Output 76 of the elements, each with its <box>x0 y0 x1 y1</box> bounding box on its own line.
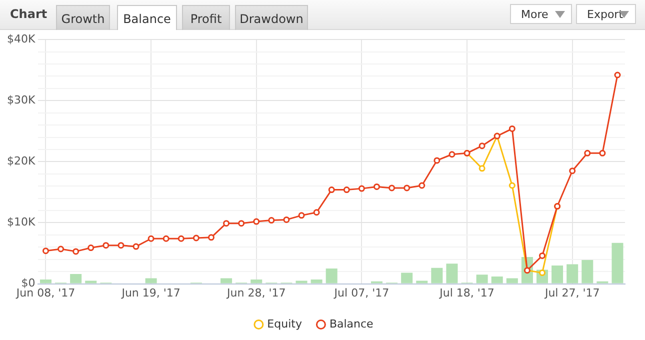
point <box>584 150 591 156</box>
point <box>42 248 49 254</box>
y-tick-label: $30K <box>6 94 36 107</box>
point <box>508 182 516 189</box>
text: Profit <box>182 5 230 30</box>
bar <box>326 268 338 284</box>
point <box>268 217 275 224</box>
bar <box>416 280 428 284</box>
bar <box>566 264 578 284</box>
legend-label: Equity <box>267 317 302 330</box>
bar <box>70 274 82 284</box>
point <box>358 185 365 192</box>
text: More <box>510 4 572 24</box>
bar <box>506 278 518 284</box>
text: Growth <box>56 5 110 30</box>
point <box>118 242 124 249</box>
point <box>298 212 305 219</box>
point <box>178 235 184 242</box>
point <box>434 157 440 164</box>
bar <box>491 276 503 284</box>
x-tick-label: Jul 27, '17 <box>544 286 600 300</box>
text: Drawdown <box>235 5 308 30</box>
point <box>373 183 380 190</box>
point <box>132 243 140 250</box>
point <box>238 220 245 227</box>
bar <box>220 278 232 284</box>
x-tick-label: Jul 18, '17 <box>438 286 494 300</box>
point <box>148 235 154 242</box>
x-tick-label: Jul 07, '17 <box>333 286 390 300</box>
point <box>478 142 486 150</box>
x-tick-label: Jun 28, '17 <box>226 286 286 300</box>
point <box>404 184 410 192</box>
point <box>538 252 546 259</box>
bar <box>85 280 97 284</box>
text: Export <box>576 4 636 24</box>
point <box>58 246 64 252</box>
bar <box>612 242 624 284</box>
y-tick-label: $0 <box>21 276 36 290</box>
point <box>478 165 486 172</box>
bar <box>431 268 443 284</box>
point <box>102 242 110 249</box>
text: Balance <box>117 5 177 30</box>
legend-label: Balance <box>329 317 374 330</box>
point <box>328 186 335 194</box>
point <box>208 234 214 241</box>
point <box>388 184 396 192</box>
bar <box>582 260 594 284</box>
point <box>418 182 426 189</box>
point <box>72 248 80 255</box>
point <box>253 218 260 225</box>
bar <box>552 265 564 284</box>
point <box>508 125 516 132</box>
point <box>569 168 576 174</box>
point <box>283 216 290 223</box>
point <box>223 220 230 227</box>
chart-title: Chart <box>10 7 48 21</box>
y-tick-label: $10K <box>6 216 36 229</box>
bar <box>145 278 157 284</box>
bar <box>401 272 413 284</box>
bar <box>446 264 458 284</box>
bar <box>476 274 488 284</box>
bar <box>310 280 322 284</box>
point <box>448 151 456 158</box>
y-tick-label: $40K <box>6 32 36 46</box>
point <box>162 235 170 242</box>
bar <box>296 280 308 284</box>
y-tick-label: $20K <box>6 154 36 168</box>
bar <box>250 280 262 284</box>
bar <box>40 280 52 284</box>
point <box>192 234 200 242</box>
point <box>313 209 320 216</box>
point <box>614 72 621 78</box>
point <box>599 150 606 156</box>
point <box>88 244 94 252</box>
x-tick-label: Jun 19, '17 <box>120 286 180 300</box>
point <box>343 186 350 194</box>
